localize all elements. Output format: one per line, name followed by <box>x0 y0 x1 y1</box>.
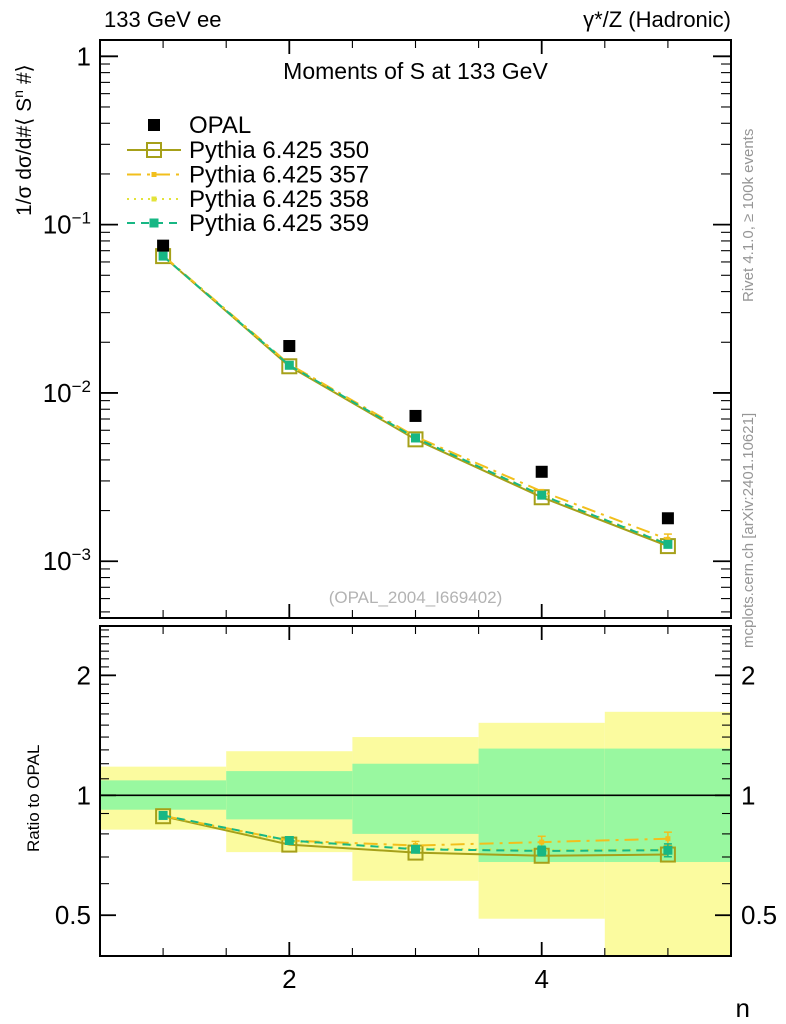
marker-square-filled <box>411 433 420 443</box>
y-axis-label-main: 1/σ dσ/d#⟨ Sn #⟩ <box>10 64 37 216</box>
marker-square-filled <box>535 465 548 478</box>
ratio-tick-label-right: 0.5 <box>741 900 777 930</box>
marker-square-filled <box>149 218 159 228</box>
marker-square-filled <box>284 836 294 846</box>
header-process: γ*/Z (Hadronic) <box>583 7 731 32</box>
mcplots-arxiv-note: mcplots.cern.ch [arXiv:2401.10621] <box>740 412 757 648</box>
series-line <box>162 254 669 541</box>
header-beam-energy: 133 GeV ee <box>104 7 222 32</box>
plot-title: Moments of S at 133 GeV <box>283 58 548 84</box>
legend-item-opal: OPAL <box>148 112 251 139</box>
marker-square-filled <box>539 839 545 845</box>
rivet-version-note: Rivet 4.1.0, ≥ 100k events <box>740 128 757 302</box>
series-line <box>162 255 669 548</box>
band-green <box>352 763 479 834</box>
legend-label: Pythia 6.425 350 <box>189 137 369 164</box>
series-line <box>162 255 669 545</box>
ratio-series-pythia-6-425-359 <box>158 810 673 858</box>
ratio-tick-label-left: 2 <box>77 660 91 690</box>
y-axis-label-suffix: #⟩ <box>13 64 36 91</box>
marker-square-filled <box>151 196 157 202</box>
y-tick-label: 1 <box>77 41 91 71</box>
axis-ticks <box>99 40 732 956</box>
marker-square-filled <box>411 844 420 854</box>
marker-square-filled <box>409 409 422 422</box>
marker-square-filled <box>148 119 160 131</box>
main-series-opal <box>157 239 674 525</box>
ratio-tick-label-left: 0.5 <box>55 900 91 930</box>
main-series-pythia-6-425-357 <box>160 253 672 546</box>
analysis-id-watermark: (OPAL_2004_I669402) <box>328 588 503 607</box>
marker-square-open <box>281 358 298 375</box>
series-line <box>162 255 669 546</box>
marker-square-filled <box>151 172 157 177</box>
x-tick-label: 2 <box>282 964 296 994</box>
y-axis-label-prefix: 1/σ dσ/d#⟨ S <box>13 97 36 216</box>
legend-item-pythia-6-425-359: Pythia 6.425 359 <box>127 210 369 237</box>
legend-item-pythia-6-425-357: Pythia 6.425 357 <box>127 162 369 189</box>
marker-square-filled <box>665 836 671 842</box>
marker-square-filled <box>157 239 170 252</box>
legend-item-pythia-6-425-350: Pythia 6.425 350 <box>127 137 369 164</box>
legend-label: Pythia 6.425 358 <box>189 186 369 213</box>
ratio-tick-label-right: 2 <box>741 660 755 690</box>
marker-square-filled <box>158 251 168 261</box>
x-tick-label: 4 <box>534 964 548 994</box>
main-series-pythia-6-425-350 <box>155 248 676 555</box>
legend-item-pythia-6-425-358: Pythia 6.425 358 <box>127 186 369 213</box>
ratio-uncertainty-bands <box>100 711 731 956</box>
legend-label: Pythia 6.425 357 <box>189 162 369 189</box>
marker-square-filled <box>283 340 296 353</box>
ratio-tick-label-right: 1 <box>741 780 755 810</box>
marker-square-filled <box>663 845 673 855</box>
x-axis-label: n <box>735 993 750 1023</box>
legend-label: OPAL <box>189 112 251 139</box>
marker-square-filled <box>284 360 294 370</box>
y-tick-label: 10−3 <box>43 545 91 576</box>
marker-square-filled <box>665 536 671 542</box>
marker-square-filled <box>661 512 674 525</box>
y-axis-label-ratio: Ratio to OPAL <box>24 744 43 852</box>
marker-square-filled <box>537 846 547 856</box>
y-axis-label-sup: n <box>10 90 26 98</box>
ratio-tick-label-left: 1 <box>77 780 91 810</box>
marker-square-filled <box>158 810 168 820</box>
y-tick-label: 10−2 <box>43 377 91 408</box>
marker-square-filled <box>537 490 547 500</box>
marker-square-filled <box>663 539 673 549</box>
y-tick-label: 10−1 <box>43 209 91 240</box>
main-series-pythia-6-425-359 <box>158 251 673 549</box>
main-series-pythia-6-425-358 <box>160 253 671 547</box>
legend-label: Pythia 6.425 359 <box>189 210 369 237</box>
marker-square-open <box>146 142 162 158</box>
